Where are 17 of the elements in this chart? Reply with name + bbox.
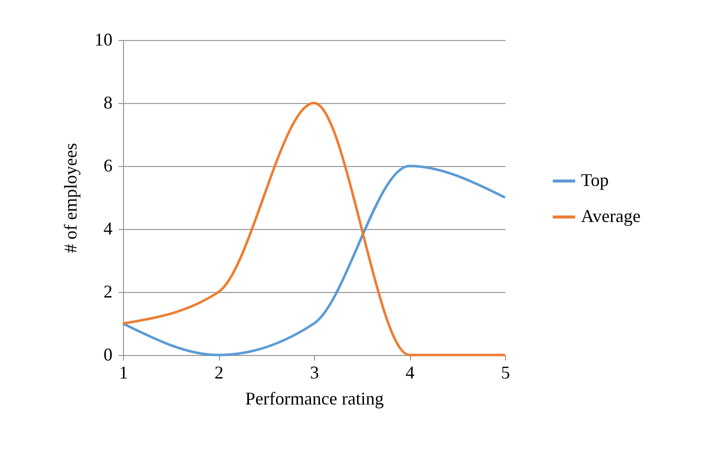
line-series	[122, 164, 506, 356]
line-series	[122, 102, 506, 356]
x-tick-label: 4	[406, 362, 414, 382]
y-tick-label: 10	[94, 30, 112, 50]
legend-label: Top	[581, 170, 609, 190]
y-tick-label: 4	[104, 218, 112, 238]
y-tick-label: 0	[104, 344, 112, 364]
y-axis-title: # of employees	[60, 143, 80, 253]
x-axis-title: Performance rating	[245, 388, 384, 408]
legend-label: Average	[581, 206, 641, 226]
y-tick-label: 8	[104, 92, 112, 112]
y-tick-label: 6	[104, 156, 112, 176]
x-tick-label: 5	[501, 362, 510, 382]
y-tick-label: 2	[104, 282, 112, 302]
x-tick-label: 2	[214, 362, 224, 382]
x-tick-label: 3	[310, 362, 319, 382]
x-tick-label: 1	[119, 362, 128, 382]
